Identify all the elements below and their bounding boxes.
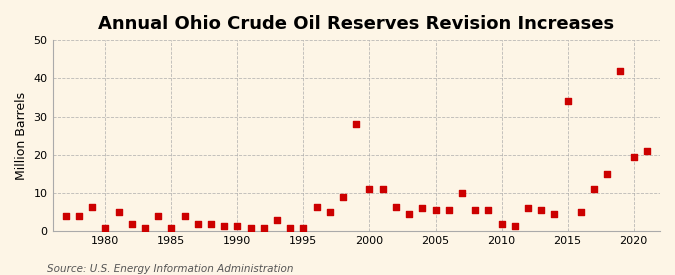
Point <box>232 224 243 228</box>
Point <box>522 206 533 211</box>
Point <box>536 208 547 213</box>
Title: Annual Ohio Crude Oil Reserves Revision Increases: Annual Ohio Crude Oil Reserves Revision … <box>98 15 614 33</box>
Point <box>470 208 481 213</box>
Point <box>219 224 230 228</box>
Point <box>60 214 71 218</box>
Point <box>496 222 507 226</box>
Point <box>206 222 217 226</box>
Point <box>126 222 137 226</box>
Point <box>456 191 467 195</box>
Point <box>575 210 586 214</box>
Point <box>602 172 613 176</box>
Point <box>87 204 98 209</box>
Point <box>377 187 388 191</box>
Point <box>364 187 375 191</box>
Point <box>271 218 282 222</box>
Point <box>443 208 454 213</box>
Point <box>153 214 163 218</box>
Point <box>549 212 560 216</box>
Point <box>100 226 111 230</box>
Point <box>404 212 414 216</box>
Point <box>430 208 441 213</box>
Point <box>325 210 335 214</box>
Point <box>192 222 203 226</box>
Point <box>140 226 151 230</box>
Point <box>351 122 362 127</box>
Point <box>510 224 520 228</box>
Point <box>298 226 309 230</box>
Point <box>483 208 493 213</box>
Point <box>615 68 626 73</box>
Point <box>628 155 639 159</box>
Point <box>259 226 269 230</box>
Text: Source: U.S. Energy Information Administration: Source: U.S. Energy Information Administ… <box>47 264 294 274</box>
Point <box>74 214 84 218</box>
Point <box>285 226 296 230</box>
Point <box>245 226 256 230</box>
Point <box>166 226 177 230</box>
Point <box>589 187 599 191</box>
Point <box>417 206 428 211</box>
Point <box>311 204 322 209</box>
Point <box>113 210 124 214</box>
Point <box>562 99 573 103</box>
Point <box>391 204 402 209</box>
Y-axis label: Million Barrels: Million Barrels <box>15 92 28 180</box>
Point <box>641 149 652 153</box>
Point <box>179 214 190 218</box>
Point <box>338 195 348 199</box>
